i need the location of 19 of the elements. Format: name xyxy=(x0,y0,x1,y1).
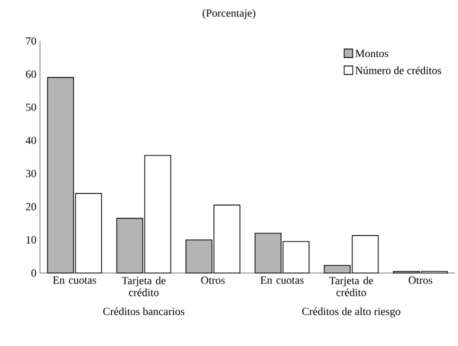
x-tick-label: Otros xyxy=(408,276,432,284)
text: Créditos de alto riesgo xyxy=(302,307,400,318)
x-tick-label: Tarjeta de crédito xyxy=(329,276,374,296)
x-tick-label: En cuotas xyxy=(52,276,96,284)
legend-label: Montos xyxy=(355,50,388,58)
y-tick-label: 0 xyxy=(31,269,36,277)
y-tick-label: 40 xyxy=(26,136,36,144)
y-tick-label: 50 xyxy=(26,104,36,111)
legend-label: Número de créditos xyxy=(355,66,442,74)
x-tick-label: Otros xyxy=(201,276,225,284)
text: Créditos bancarios xyxy=(103,307,184,316)
x-tick-label: Tarjeta de crédito xyxy=(122,276,166,296)
chart-title: (Porcentaje) xyxy=(202,9,256,19)
y-tick-label: 70 xyxy=(26,37,36,45)
y-tick-label: 10 xyxy=(26,236,36,244)
x-tick-label: En cuotas xyxy=(260,276,304,284)
y-tick-label: 60 xyxy=(26,70,36,78)
y-tick-label: 30 xyxy=(26,170,36,178)
y-tick-label: 20 xyxy=(26,203,36,210)
